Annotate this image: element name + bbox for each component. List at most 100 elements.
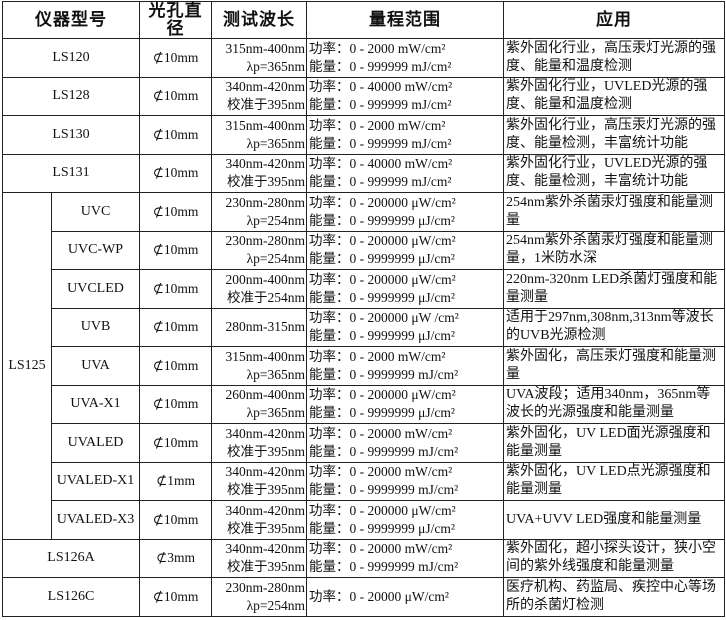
aperture-cell: ⊄10mm [139, 76, 212, 116]
model-cell: LS128 [2, 76, 140, 116]
model-cell: UVALED-X3 [51, 500, 140, 540]
cell-line: 能量：0 - 999999 mJ/cm² [309, 97, 452, 113]
cell-line: 340nm-420nm [225, 502, 306, 518]
range-cell: 功率：0 - 200000 μW/cm² 能量：0 - 9999999 μJ/cm… [306, 384, 504, 424]
cell-line: λp=365nm [246, 58, 305, 74]
cell-line: 功率：0 - 40000 mW/cm² [309, 156, 453, 172]
cell-line: 315nm-400nm [225, 117, 306, 133]
application-cell: 紫外固化行业，高压汞灯光源的强度、能量和温度检测 [503, 38, 725, 78]
model-cell: LS126C [2, 577, 140, 617]
table-row: LS126A ⊄3mm 340nm-420nm 校准于395nm 功率：0 - 2000… [2, 538, 725, 578]
wavelength-cell: 340nm-420nm 校准于395nm [211, 500, 307, 540]
aperture-cell: ⊄10mm [139, 307, 212, 347]
range-cell: 功率：0 - 2000 mW/cm² 能量：0 - 999999 mJ/cm² [306, 115, 504, 155]
wavelength-cell: 340nm-420nm 校准于395nm [211, 538, 307, 578]
header-aperture: 光孔直径 [139, 1, 212, 39]
cell-line: 230nm-280nm [225, 579, 306, 595]
aperture-cell: ⊄10mm [139, 115, 212, 155]
application-cell: UVA波段；适用340nm，365nm等波长的光源强度和能量测量 [503, 384, 725, 424]
application-cell: 紫外固化，超小探头设计，狭小空间的紫外线强度和能量测量 [503, 538, 725, 578]
cell-line: 功率：0 - 200000 μW/cm² [309, 387, 456, 403]
table-row: UVC-WP ⊄10mm 230nm-280nm λp=254nm 功率：0 - 200… [3, 230, 725, 270]
application-cell: 紫外固化行业，高压汞灯光源的强度、能量检测，丰富统计功能 [503, 115, 725, 155]
range-cell: 功率：0 - 40000 mW/cm² 能量：0 - 999999 mJ/cm² [306, 76, 504, 116]
header-range: 量程范围 [306, 1, 504, 39]
cell-line: 功率：0 - 20000 mW/cm² [309, 541, 453, 557]
range-cell: 功率：0 - 2000 mW/cm² 能量：0 - 999999 mJ/cm² [306, 38, 504, 78]
model-cell: UVC [51, 192, 140, 232]
range-cell: 功率：0 - 200000 μW/cm² 能量：0 - 9999999 μJ/cm… [306, 192, 504, 232]
model-cell: UVB [51, 307, 140, 347]
aperture-cell: ⊄10mm [139, 577, 212, 617]
model-cell: UVA [51, 346, 140, 386]
table-row: UVALED-X1 ⊄1mm 340nm-420nm 校准于395nm 功率：0 - 2… [3, 461, 725, 501]
wavelength-cell: 230nm-280nm λp=254nm [211, 230, 307, 270]
range-cell: 功率：0 - 20000 mW/cm² 能量：0 - 9999999 mJ/cm² [306, 423, 504, 463]
cell-line: 能量：0 - 9999999 mJ/cm² [309, 482, 459, 498]
cell-line: λp=254nm [246, 597, 305, 613]
cell-line: 340nm-420nm [225, 79, 306, 95]
wavelength-cell: 340nm-420nm 校准于395nm [211, 153, 307, 193]
range-cell: 功率：0 - 200000 μW/cm² 能量：0 - 9999999 μJ/cm… [306, 500, 504, 540]
header-row: 仪器型号 光孔直径 测试波长 量程范围 应用 [2, 1, 725, 39]
cell-line: 功率：0 - 200000 μW/cm² [309, 233, 456, 249]
cell-line: 功率：0 - 2000 mW/cm² [309, 348, 446, 364]
cell-line: 功率：0 - 2000 mW/cm² [309, 40, 446, 56]
model-cell: LS131 [2, 153, 140, 193]
table-row: UVALED-X3 ⊄10mm 340nm-420nm 校准于395nm 功率：0 - … [3, 500, 725, 540]
table-row: UVCLED ⊄10mm 200nm-400nm 校准于254nm 功率：0 - 200… [3, 269, 725, 309]
wavelength-cell: 315nm-400nm λp=365nm [211, 346, 307, 386]
application-cell: 紫外固化行业，UVLED光源的强度、能量检测，丰富统计功能 [503, 153, 725, 193]
wavelength-cell: 230nm-280nm λp=254nm [211, 577, 307, 617]
model-cell: UVALED-X1 [51, 461, 140, 501]
cell-line: 校准于395nm [226, 174, 305, 190]
cell-line: 280nm-315nm [225, 319, 306, 335]
cell-line: 校准于395nm [226, 97, 305, 113]
wavelength-cell: 280nm-315nm [211, 307, 307, 347]
cell-line: 能量：0 - 9999999 μJ/cm² [309, 212, 455, 228]
application-cell: 紫外固化，高压汞灯强度和能量测量 [503, 346, 725, 386]
aperture-cell: ⊄10mm [139, 153, 212, 193]
cell-line: 能量：0 - 999999 mJ/cm² [309, 58, 452, 74]
wavelength-cell: 315nm-400nm λp=365nm [211, 38, 307, 78]
table-row: UVALED ⊄10mm 340nm-420nm 校准于395nm 功率：0 - 200… [3, 423, 725, 463]
aperture-cell: ⊄10mm [139, 423, 212, 463]
cell-line: 功率：0 - 200000 μW/cm² [309, 502, 456, 518]
aperture-cell: ⊄10mm [139, 269, 212, 309]
cell-line: 340nm-420nm [225, 541, 306, 557]
model-cell: UVA-X1 [51, 384, 140, 424]
cell-line: 能量：0 - 9999999 μJ/cm² [309, 405, 455, 421]
cell-line: 能量：0 - 9999999 mJ/cm² [309, 443, 459, 459]
range-cell: 功率：0 - 200000 μW/cm² 能量：0 - 9999999 μJ/cm… [306, 230, 504, 270]
cell-line: 能量：0 - 9999999 μJ/cm² [309, 520, 455, 536]
table-row: LS130 ⊄10mm 315nm-400nm λp=365nm 功率：0 - 2000… [2, 115, 725, 155]
cell-line: 功率：0 - 20000 mW/cm² [309, 425, 453, 441]
range-cell: 功率：0 - 200000 μW/cm² 能量：0 - 9999999 μJ/cm… [306, 269, 504, 309]
cell-line: 能量：0 - 999999 mJ/cm² [309, 135, 452, 151]
cell-line: 200nm-400nm [225, 271, 306, 287]
application-cell: 220nm-320nm LED杀菌灯强度和能量测量 [503, 269, 725, 309]
cell-line: 校准于254nm [226, 289, 305, 305]
cell-line: 260nm-400nm [225, 387, 306, 403]
cell-line: 功率：0 - 2000 mW/cm² [309, 117, 446, 133]
cell-line: 能量：0 - 9999999 μJ/cm² [309, 289, 455, 305]
range-cell: 功率：0 - 20000 mW/cm² 能量：0 - 9999999 mJ/cm² [306, 461, 504, 501]
cell-line: 能量：0 - 9999999 mJ/cm² [309, 366, 459, 382]
range-cell: 功率：0 - 20000 μW/cm² [306, 577, 504, 617]
model-cell: UVCLED [51, 269, 140, 309]
range-cell: 功率：0 - 20000 mW/cm² 能量：0 - 9999999 mJ/cm² [306, 538, 504, 578]
table-row: UVA ⊄10mm 315nm-400nm λp=365nm 功率：0 - 2000 m… [3, 346, 725, 386]
range-cell: 功率：0 - 2000 mW/cm² 能量：0 - 9999999 mJ/cm² [306, 346, 504, 386]
wavelength-cell: 340nm-420nm 校准于395nm [211, 461, 307, 501]
wavelength-cell: 260nm-400nm λp=365nm [211, 384, 307, 424]
model-cell: UVC-WP [51, 230, 140, 270]
cell-line: λp=365nm [246, 405, 305, 421]
cell-line: 能量：0 - 9999999 mJ/cm² [309, 559, 459, 575]
range-cell: 功率：0 - 200000 μW /cm² 能量：0 - 9999999 μJ/c… [306, 307, 504, 347]
table-row: UVA-X1 ⊄10mm 260nm-400nm λp=365nm 功率：0 - 200… [3, 384, 725, 424]
table-row: LS128 ⊄10mm 340nm-420nm 校准于395nm 功率：0 - 4000… [2, 76, 725, 116]
cell-line: 功率：0 - 20000 mW/cm² [309, 464, 453, 480]
table-row: LS125 UVC ⊄10mm 230nm-280nm λp=254nm 功率：0 - 2… [2, 192, 725, 540]
application-cell: 适用于297nm,308nm,313nm等波长的UVB光源检测 [503, 307, 725, 347]
cell-line: 340nm-420nm [225, 464, 306, 480]
